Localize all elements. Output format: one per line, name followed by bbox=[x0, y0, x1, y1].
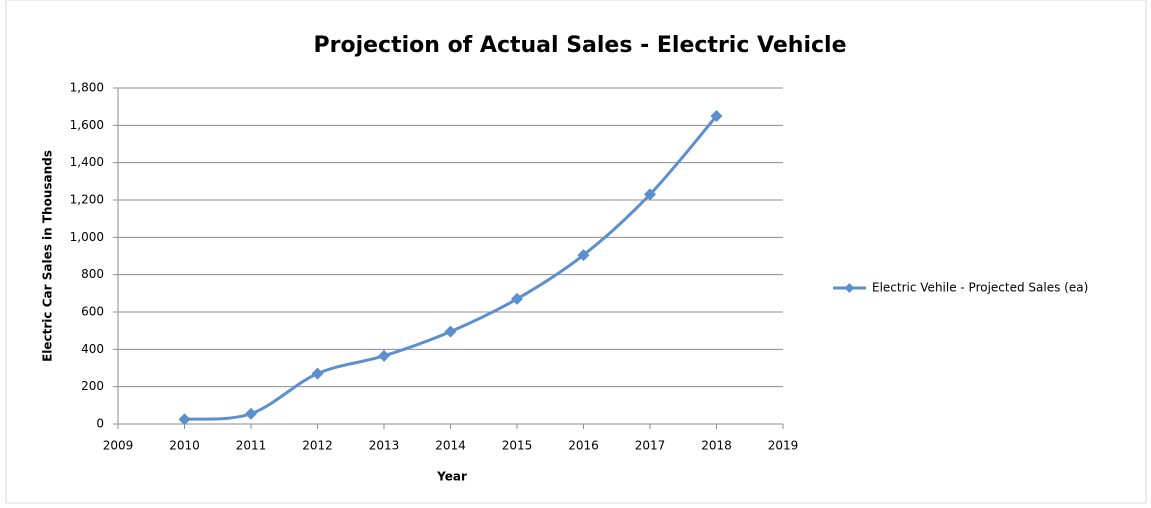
marker bbox=[577, 249, 590, 262]
x-tick-label: 2010 bbox=[169, 439, 200, 453]
x-tick-label: 2009 bbox=[103, 439, 134, 453]
x-tick-label: 2015 bbox=[502, 439, 533, 453]
y-tick-label: 0 bbox=[96, 417, 104, 431]
line bbox=[184, 115, 718, 421]
x-tick-label: 2016 bbox=[568, 439, 599, 453]
marker bbox=[245, 407, 257, 420]
legend-label: Electric Vehile - Projected Sales (ea) bbox=[872, 281, 1088, 295]
x-tick-label: 2013 bbox=[369, 439, 400, 453]
y-tick-label: 1,800 bbox=[70, 81, 104, 95]
x-tick-label: 2019 bbox=[768, 439, 799, 453]
y-tick-label: 1,200 bbox=[70, 193, 104, 207]
y-tick-label: 1,600 bbox=[70, 118, 104, 132]
chart-title: Projection of Actual Sales - Electric Ve… bbox=[313, 33, 846, 58]
y-axis-label: Electric Car Sales in Thousands bbox=[41, 150, 55, 362]
marker bbox=[444, 325, 457, 338]
marker bbox=[311, 367, 324, 380]
y-tick-label: 1,000 bbox=[70, 230, 104, 244]
marker bbox=[378, 349, 390, 362]
y-tick-label: 600 bbox=[81, 305, 104, 319]
chart-frame bbox=[5, 0, 1147, 504]
legend-marker bbox=[844, 283, 855, 293]
marker bbox=[710, 110, 723, 122]
y-tick-label: 800 bbox=[81, 267, 104, 281]
y-tick-label: 200 bbox=[81, 379, 104, 393]
y-tick-label: 1,400 bbox=[70, 155, 104, 169]
x-tick-label: 2018 bbox=[701, 439, 732, 453]
marker bbox=[178, 413, 191, 426]
x-axis-label: Year bbox=[436, 470, 467, 484]
x-tick-label: 2012 bbox=[302, 439, 333, 453]
x-tick-label: 2014 bbox=[435, 439, 466, 453]
marker bbox=[644, 188, 656, 201]
x-tick-label: 2017 bbox=[635, 439, 666, 453]
x-tick-label: 2011 bbox=[236, 439, 267, 453]
marker bbox=[511, 292, 523, 305]
y-tick-label: 400 bbox=[81, 342, 104, 356]
